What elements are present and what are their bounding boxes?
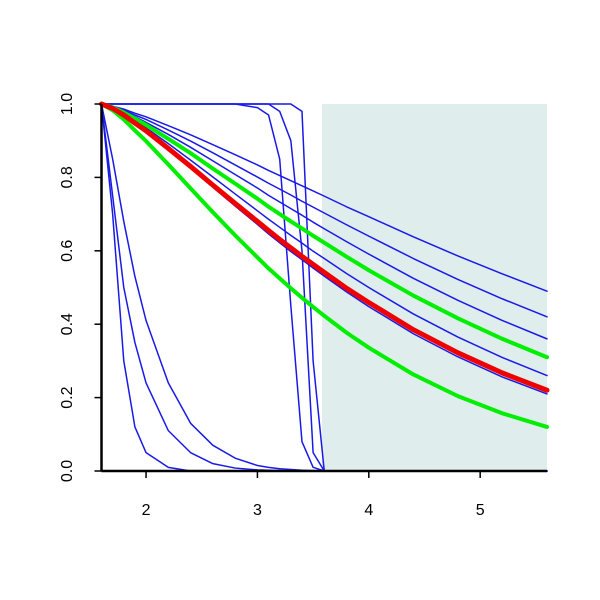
y-tick-label: 1.0 bbox=[59, 93, 76, 115]
series-line bbox=[99, 102, 549, 360]
x-tick-label: 3 bbox=[253, 502, 262, 519]
x-tick-label: 4 bbox=[364, 502, 373, 519]
shaded-region bbox=[322, 104, 547, 471]
y-tick-label: 0.2 bbox=[59, 386, 76, 408]
y-tick-label: 0.8 bbox=[59, 166, 76, 188]
y-tick-label: 0.0 bbox=[59, 460, 76, 482]
series-line bbox=[100, 103, 548, 292]
y-tick-label: 0.6 bbox=[59, 240, 76, 262]
x-tick-label: 2 bbox=[142, 502, 151, 519]
series-line bbox=[99, 101, 550, 393]
series-line bbox=[100, 103, 548, 318]
x-tick-label: 5 bbox=[476, 502, 485, 519]
series-line bbox=[99, 102, 549, 429]
y-tick-label: 0.4 bbox=[59, 313, 76, 335]
